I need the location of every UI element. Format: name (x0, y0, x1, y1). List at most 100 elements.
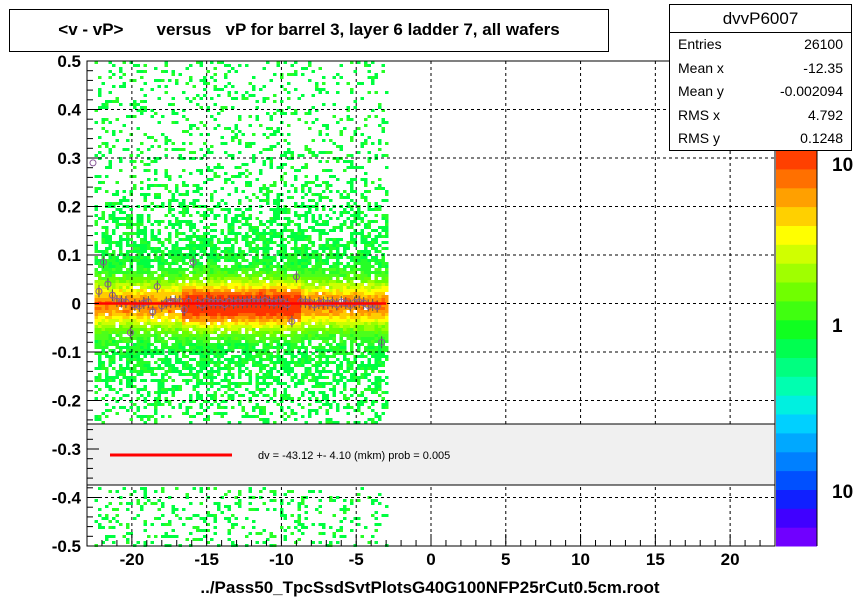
heatmap-cell (318, 523, 322, 526)
heatmap-cell (140, 259, 144, 262)
heatmap-cell (227, 508, 231, 511)
heatmap-cell (189, 316, 193, 319)
heatmap-cell (329, 250, 333, 253)
heatmap-cell (234, 235, 238, 238)
heatmap-cell (343, 343, 347, 346)
heatmap-cell (248, 142, 252, 145)
heatmap-cell (336, 316, 340, 319)
heatmap-cell (164, 397, 168, 400)
heatmap-cell (161, 361, 165, 364)
heatmap-cell (157, 259, 161, 262)
heatmap-cell (210, 277, 214, 280)
heatmap-cell (276, 208, 280, 211)
heatmap-cell (364, 235, 368, 238)
heatmap-cell (224, 76, 228, 79)
heatmap-cell (325, 124, 329, 127)
heatmap-cell (119, 268, 123, 271)
heatmap-cell (189, 76, 193, 79)
heatmap-cell (269, 235, 273, 238)
heatmap-cell (234, 175, 238, 178)
heatmap-cell (231, 310, 235, 313)
heatmap-cell (94, 307, 98, 310)
heatmap-cell (98, 259, 102, 262)
heatmap-cell (273, 202, 277, 205)
heatmap-cell (287, 133, 291, 136)
heatmap-cell (168, 190, 172, 193)
heatmap-cell (140, 346, 144, 349)
heatmap-cell (252, 247, 256, 250)
heatmap-cell (206, 166, 210, 169)
heatmap-cell (343, 169, 347, 172)
heatmap-cell (357, 376, 361, 379)
heatmap-cell (178, 157, 182, 160)
heatmap-cell (318, 283, 322, 286)
heatmap-cell (308, 271, 312, 274)
heatmap-cell (329, 286, 333, 289)
heatmap-cell (276, 223, 280, 226)
heatmap-cell (126, 256, 130, 259)
heatmap-cell (315, 376, 319, 379)
heatmap-cell (213, 520, 217, 523)
heatmap-cell (325, 292, 329, 295)
heatmap-cell (231, 394, 235, 397)
heatmap-cell (101, 346, 105, 349)
heatmap-cell (329, 322, 333, 325)
heatmap-cell (217, 241, 221, 244)
heatmap-cell (210, 262, 214, 265)
heatmap-cell (276, 271, 280, 274)
heatmap-cell (108, 343, 112, 346)
heatmap-cell (339, 118, 343, 121)
heatmap-cell (238, 199, 242, 202)
heatmap-cell (346, 244, 350, 247)
heatmap-cell (234, 70, 238, 73)
heatmap-cell (143, 283, 147, 286)
heatmap-cell (273, 286, 277, 289)
heatmap-cell (133, 403, 137, 406)
heatmap-cell (280, 178, 284, 181)
heatmap-cell (220, 229, 224, 232)
heatmap-cell (129, 238, 133, 241)
heatmap-cell (227, 232, 231, 235)
heatmap-cell (332, 514, 336, 517)
heatmap-cell (329, 307, 333, 310)
heatmap-cell (161, 202, 165, 205)
heatmap-cell (192, 322, 196, 325)
heatmap-cell (154, 409, 158, 412)
heatmap-cell (311, 70, 315, 73)
heatmap-cell (266, 265, 270, 268)
heatmap-cell (196, 271, 200, 274)
heatmap-cell (224, 73, 228, 76)
heatmap-cell (182, 280, 186, 283)
heatmap-cell (276, 343, 280, 346)
heatmap-cell (262, 235, 266, 238)
heatmap-cell (133, 322, 137, 325)
heatmap-cell (192, 328, 196, 331)
heatmap-cell (315, 202, 319, 205)
heatmap-cell (157, 310, 161, 313)
heatmap-cell (339, 133, 343, 136)
heatmap-cell (101, 364, 105, 367)
heatmap-cell (143, 352, 147, 355)
heatmap-cell (269, 115, 273, 118)
heatmap-cell (297, 523, 301, 526)
heatmap-cell (213, 361, 217, 364)
heatmap-cell (150, 322, 154, 325)
heatmap-cell (364, 526, 368, 529)
heatmap-cell (129, 304, 133, 307)
heatmap-cell (318, 325, 322, 328)
heatmap-cell (336, 367, 340, 370)
heatmap-cell (196, 127, 200, 130)
heatmap-cell (231, 238, 235, 241)
heatmap-cell (150, 271, 154, 274)
heatmap-cell (171, 304, 175, 307)
heatmap-cell (273, 325, 277, 328)
heatmap-cell (241, 352, 245, 355)
heatmap-cell (304, 352, 308, 355)
heatmap-cell (350, 376, 354, 379)
heatmap-cell (217, 271, 221, 274)
heatmap-cell (105, 298, 109, 301)
heatmap-cell (143, 520, 147, 523)
heatmap-cell (217, 337, 221, 340)
heatmap-cell (364, 214, 368, 217)
heatmap-cell (140, 76, 144, 79)
